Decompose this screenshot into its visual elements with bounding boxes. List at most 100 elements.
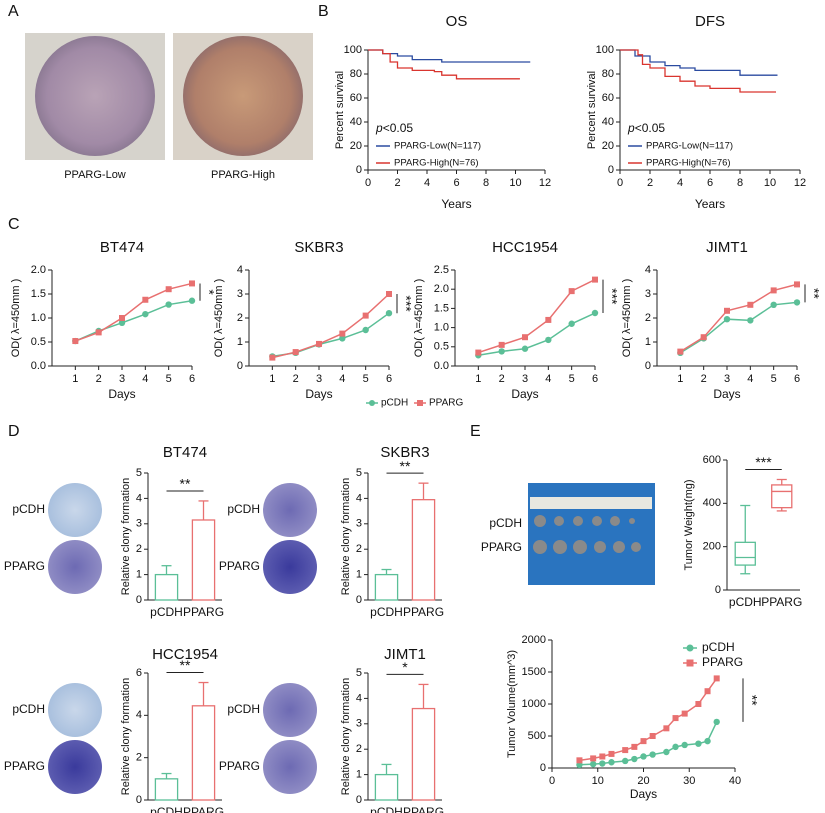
marker [95,329,102,336]
y-tick-label: 0.5 [434,341,449,353]
bar [411,707,436,801]
survival-curve [620,49,776,93]
marker [576,757,583,764]
marker [677,348,684,355]
marker [522,334,528,341]
x-tick-label: 2 [647,177,653,189]
x-tick-label: 2 [499,373,505,385]
image-caption: PPARG-High [211,169,275,181]
y-tick-label: 0 [540,762,546,774]
marker [663,725,670,732]
y-tick-label: 2.0 [434,283,449,295]
y-axis-label: Percent survival [586,71,598,149]
x-tick-label: pCDH [370,805,403,813]
chart-title: HCC1954 [152,646,218,663]
marker [704,688,711,695]
marker [640,738,647,745]
marker [704,737,711,745]
y-tick-label: 600 [703,454,721,466]
y-tick-label: 0 [645,360,651,372]
marker [292,349,299,356]
survival-curve [620,49,778,76]
x-tick-label: 12 [539,177,551,189]
bar [191,519,216,601]
ruler [530,497,652,509]
survival-curve [368,49,520,80]
marker [498,348,505,355]
marker [386,291,392,297]
y-tick-label: 0 [715,584,721,596]
marker [695,740,702,747]
y-tick-label: 5 [136,467,142,479]
y-tick-label: 2.0 [31,264,46,276]
y-axis-label: Percent survival [334,71,346,149]
marker [723,316,731,323]
ihc-core [183,36,303,156]
marker [622,747,629,754]
image-label: pCDH [12,702,45,716]
line [679,301,798,354]
x-tick-label: 8 [483,177,489,189]
significance: *** [398,295,414,312]
x-tick-label: 0 [365,177,371,189]
y-tick-label: 60 [602,92,614,104]
y-tick-label: 0 [136,594,142,606]
chart-title: SKBR3 [294,239,343,256]
marker [165,301,172,308]
marker [649,733,656,739]
x-tick-label: 1 [72,373,78,385]
y-tick-label: 0 [356,164,362,176]
colony-image [48,540,102,594]
y-tick-label: 0 [136,794,142,806]
x-tick-label: 5 [771,373,777,385]
y-tick-label: 4 [136,709,142,721]
line [579,677,718,762]
colony-image [48,740,102,794]
y-tick-label: 1 [237,336,243,348]
marker [142,296,149,303]
x-tick-label: PPARG [403,805,444,813]
marker [608,750,615,757]
x-tick-label: 4 [545,373,551,385]
marker [545,316,552,323]
x-tick-label: 10 [509,177,521,189]
x-axis-label: Years [695,197,725,211]
x-tick-label: 1 [269,373,275,385]
x-tick-label: 1 [677,373,683,385]
panel-e-image [528,483,655,585]
x-tick-label: 20 [637,775,649,787]
x-tick-label: 5 [569,373,575,385]
legend-label: PPARG [429,398,463,409]
chart-title: JIMT1 [384,646,426,663]
marker [362,312,369,319]
marker [188,297,196,304]
x-tick-label: 4 [339,373,345,385]
legend-label: PPARG-High(N=76) [394,158,479,169]
x-axis-label: Days [305,387,332,401]
x-tick-label: 5 [363,373,369,385]
marker [142,310,149,318]
image-label: pCDH [227,502,260,516]
y-tick-label: 3 [237,288,243,300]
y-axis-label: Tumor Weight(mg) [683,479,695,570]
y-tick-label: 3 [356,718,362,730]
x-tick-label: 1 [475,373,481,385]
y-tick-label: 2 [356,743,362,755]
marker [521,345,529,352]
ihc-core [35,36,155,156]
marker [681,710,688,717]
y-tick-label: 4 [645,264,651,276]
y-tick-label: 0.0 [31,360,46,372]
marker [695,701,702,707]
x-tick-label: 2 [293,373,299,385]
y-tick-label: 1.5 [434,302,449,314]
legend-marker [369,400,375,406]
y-axis-label: OD( λ=450mm ) [621,279,633,358]
x-tick-label: 6 [592,373,598,385]
y-axis-label: Relative clony formation [120,478,132,595]
significance: ** [180,476,191,492]
x-tick-label: 6 [707,177,713,189]
x-tick-label: 0 [617,177,623,189]
colony-image [263,683,317,737]
line [272,312,390,358]
